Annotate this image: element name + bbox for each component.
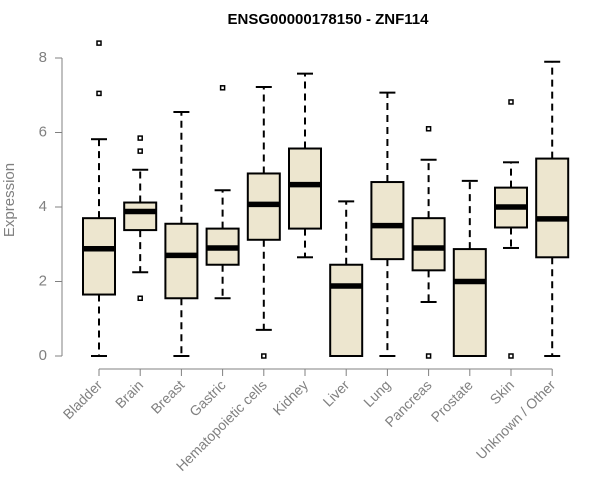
box-bladder [82, 40, 116, 357]
outlier-point [137, 135, 143, 141]
box-liver [329, 200, 364, 357]
outlier-point [261, 353, 267, 359]
iqr-box [452, 248, 487, 357]
outlier-point [508, 99, 514, 105]
iqr-box [329, 263, 364, 357]
x-tick-label: Lung [360, 377, 393, 410]
box-unknown-other [535, 60, 570, 357]
x-tick-label: Kidney [270, 377, 312, 419]
y-axis: 0 2 4 6 8 [39, 49, 63, 364]
x-tick-label: Prostate [428, 377, 476, 425]
outlier-point [425, 126, 432, 132]
x-tick-label: Skin [487, 377, 518, 408]
y-tick-label: 8 [39, 49, 47, 66]
iqr-box [82, 217, 116, 296]
box-kidney [288, 72, 322, 259]
outlier-point [137, 148, 143, 154]
box-gastric [205, 85, 240, 300]
x-tick-label: Brain [112, 377, 146, 411]
box-breast [164, 111, 199, 357]
iqr-box [164, 222, 199, 300]
y-tick-label: 2 [39, 272, 47, 289]
box-hematopoietic-cells [246, 86, 281, 359]
iqr-box [288, 147, 322, 230]
iqr-box [411, 217, 446, 272]
box-skin [494, 99, 528, 359]
box-prostate [452, 179, 487, 357]
y-tick-label: 6 [39, 123, 47, 140]
box-pancreas [411, 126, 446, 359]
iqr-box [123, 201, 158, 232]
chart-title: ENSG00000178150 - ZNF114 [228, 11, 430, 28]
y-axis-label: Expression [1, 163, 18, 237]
box-lung [370, 91, 405, 357]
outlier-point [96, 90, 102, 97]
y-tick-label: 0 [39, 347, 47, 364]
outlier-point [508, 353, 514, 359]
x-tick-label: Breast [148, 377, 188, 417]
iqr-box [370, 181, 405, 261]
outlier-point [425, 353, 432, 359]
x-tick-label: Liver [320, 377, 353, 410]
box-brain [123, 135, 158, 302]
outlier-point [137, 295, 143, 302]
outlier-point [96, 40, 102, 46]
x-tick-label: Bladder [60, 377, 106, 423]
outlier-point [219, 85, 226, 91]
y-tick-label: 4 [39, 198, 47, 215]
boxes-group [82, 40, 570, 359]
iqr-box [535, 157, 570, 259]
